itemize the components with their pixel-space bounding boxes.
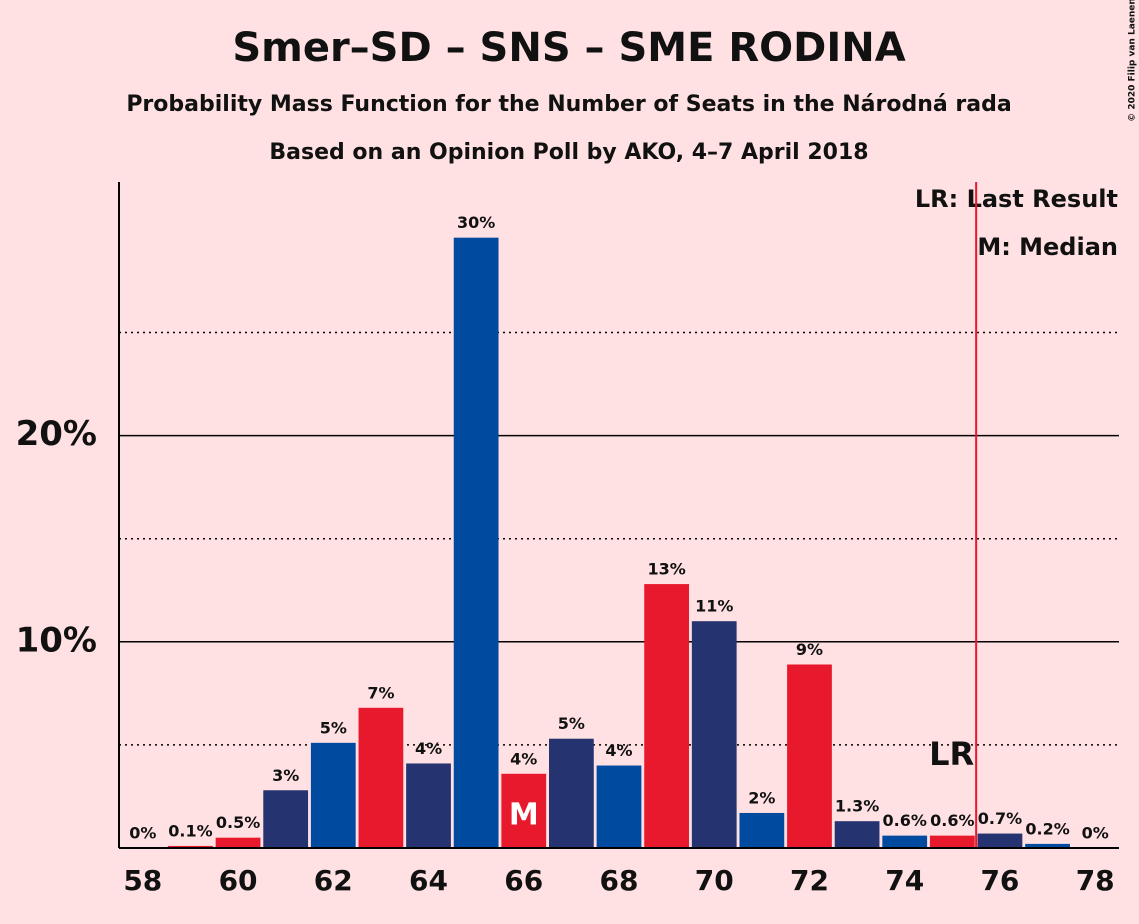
value-label: 11% [695, 597, 733, 616]
value-label: 0.7% [978, 809, 1022, 828]
x-tick-label: 64 [409, 864, 448, 897]
x-tick-label: 74 [885, 864, 924, 897]
bar [215, 837, 261, 848]
value-label: 4% [510, 749, 537, 768]
bar [358, 707, 404, 848]
chart-title: Smer–SD – SNS – SME RODINA [232, 25, 905, 71]
bar [406, 763, 451, 848]
bar [263, 790, 309, 848]
x-tick-label: 58 [123, 864, 162, 897]
bar [1025, 843, 1070, 848]
bar [929, 835, 975, 848]
last-result-label: LR [929, 735, 974, 773]
value-label: 0% [1082, 824, 1109, 843]
value-label: 3% [272, 766, 299, 785]
value-label: 0.1% [168, 821, 212, 840]
bar [977, 833, 1023, 848]
bar [310, 742, 356, 848]
bar [787, 664, 832, 848]
x-tick-label: 60 [219, 864, 258, 897]
bar [691, 621, 737, 848]
x-tick-label: 70 [695, 864, 734, 897]
value-label: 5% [558, 714, 585, 733]
x-tick-label: 66 [504, 864, 543, 897]
value-label: 0.5% [216, 813, 260, 832]
bar [501, 773, 547, 848]
value-label: 2% [748, 788, 775, 807]
bar [644, 584, 689, 848]
value-label: 5% [320, 718, 347, 737]
value-label: 7% [367, 683, 394, 702]
x-tick-label: 68 [600, 864, 639, 897]
bar [739, 812, 785, 848]
value-label: 0% [129, 824, 156, 843]
chart-subtitle: Based on an Opinion Poll by AKO, 4–7 Apr… [269, 140, 868, 165]
y-tick-label: 20% [16, 414, 97, 454]
bar [882, 835, 928, 848]
chart-subtitle: Probability Mass Function for the Number… [126, 92, 1011, 117]
value-label: 0.6% [930, 811, 974, 830]
value-label: 30% [457, 213, 495, 232]
value-label: 0.2% [1025, 819, 1069, 838]
bar [834, 821, 880, 848]
bar [453, 237, 499, 849]
x-tick-label: 62 [314, 864, 353, 897]
value-label: 4% [605, 741, 632, 760]
y-tick-label: 10% [16, 620, 97, 660]
bar [596, 765, 642, 848]
x-tick-label: 76 [980, 864, 1019, 897]
value-label: 1.3% [835, 797, 879, 816]
median-marker: M [509, 798, 539, 833]
legend-entry: LR: Last Result [915, 185, 1118, 213]
value-label: 0.6% [883, 811, 927, 830]
credit: © 2020 Filip van Laenen [1128, 0, 1138, 122]
bar [549, 738, 594, 848]
value-label: 4% [415, 739, 442, 758]
value-label: 13% [647, 560, 685, 579]
x-tick-label: 72 [790, 864, 829, 897]
x-tick-label: 78 [1076, 864, 1115, 897]
value-label: 9% [796, 640, 823, 659]
legend-entry: M: Median [977, 233, 1118, 261]
bar [168, 845, 213, 848]
